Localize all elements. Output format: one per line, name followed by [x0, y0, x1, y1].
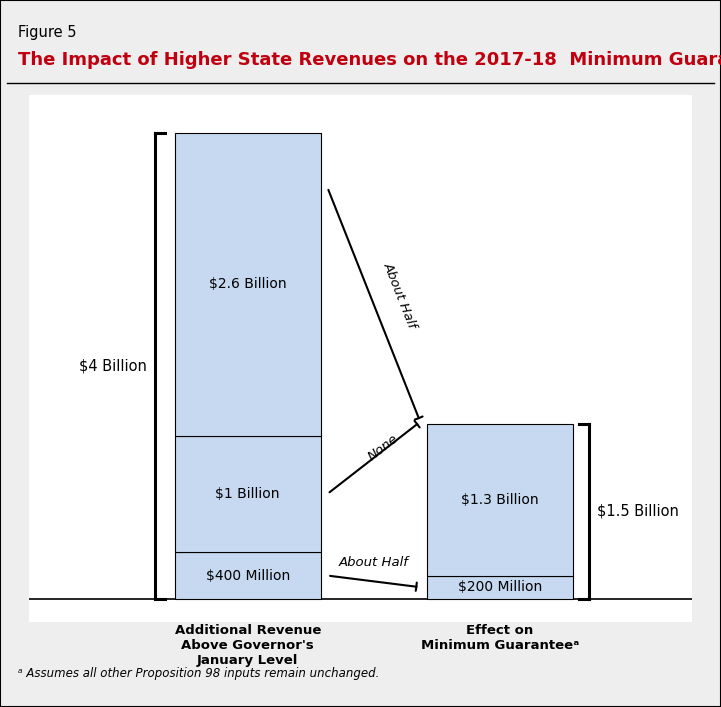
Text: About Half: About Half [339, 556, 409, 568]
Text: Additional Revenue
Above Governor's
January Level: Additional Revenue Above Governor's Janu… [174, 624, 321, 667]
Text: $400 Million: $400 Million [205, 568, 290, 583]
Text: $4 Billion: $4 Billion [79, 358, 147, 373]
Text: $2.6 Billion: $2.6 Billion [209, 277, 286, 291]
Text: $1.3 Billion: $1.3 Billion [461, 493, 539, 507]
Text: About Half: About Half [381, 260, 419, 330]
Bar [427, 424, 572, 575]
Text: The Impact of Higher State Revenues on the 2017-18  Minimum Guarantee: The Impact of Higher State Revenues on t… [18, 51, 721, 69]
Text: None: None [366, 433, 401, 464]
Bar [174, 436, 321, 552]
Text: $200 Million: $200 Million [458, 580, 542, 594]
Text: ᵃ Assumes all other Proposition 98 inputs remain unchanged.: ᵃ Assumes all other Proposition 98 input… [18, 667, 379, 680]
Text: $1.5 Billion: $1.5 Billion [597, 504, 679, 519]
Bar [427, 575, 572, 599]
Bar [174, 133, 321, 436]
Text: Figure 5: Figure 5 [18, 25, 76, 40]
Text: $1 Billion: $1 Billion [216, 487, 280, 501]
Text: Effect on
Minimum Guaranteeᵃ: Effect on Minimum Guaranteeᵃ [420, 624, 579, 653]
Bar [174, 552, 321, 599]
